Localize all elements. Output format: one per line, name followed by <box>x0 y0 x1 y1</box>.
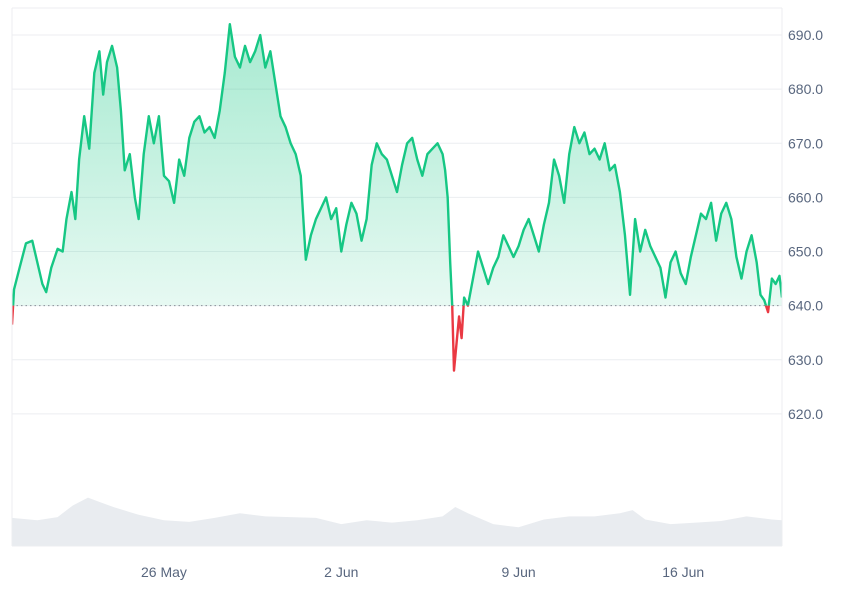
y-tick-label: 620.0 <box>788 406 823 422</box>
volume-area-shape <box>12 497 782 546</box>
volume-area <box>12 497 782 546</box>
y-tick-label: 690.0 <box>788 27 823 43</box>
price-area <box>12 24 782 306</box>
x-tick-label: 2 Jun <box>324 564 358 580</box>
price-area-fill <box>12 24 782 306</box>
x-axis: 26 May 2 Jun 9 Jun 16 Jun <box>141 564 704 580</box>
y-tick-label: 650.0 <box>788 244 823 260</box>
x-tick-label: 9 Jun <box>501 564 535 580</box>
x-tick-label: 16 Jun <box>662 564 704 580</box>
price-line[interactable] <box>12 23 782 372</box>
x-tick-label: 26 May <box>141 564 187 580</box>
y-axis: 620.0 630.0 640.0 650.0 660.0 670.0 680.0 690.0 <box>788 27 823 422</box>
y-tick-label: 680.0 <box>788 81 823 97</box>
y-tick-label: 640.0 <box>788 298 823 314</box>
y-tick-label: 670.0 <box>788 135 823 151</box>
plot-frame <box>11 8 783 547</box>
price-line-up[interactable] <box>12 23 782 370</box>
y-tick-label: 630.0 <box>788 352 823 368</box>
y-tick-label: 660.0 <box>788 189 823 205</box>
